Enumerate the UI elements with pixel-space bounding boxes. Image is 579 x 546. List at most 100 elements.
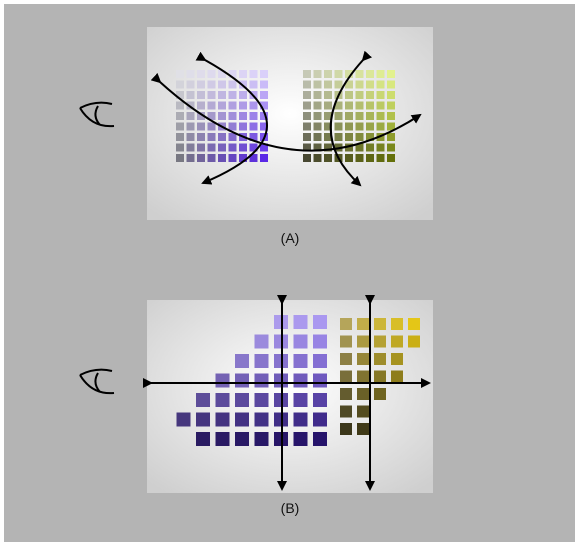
color-chip: [313, 354, 327, 368]
color-chip: [374, 353, 386, 365]
color-chip: [216, 374, 230, 388]
color-chip: [208, 102, 216, 110]
color-chip: [197, 102, 205, 110]
color-chip: [197, 81, 205, 89]
color-chip: [208, 123, 216, 131]
color-chip: [218, 112, 226, 120]
color-chip: [294, 413, 308, 427]
color-chip: [250, 102, 258, 110]
color-chip: [356, 102, 364, 110]
color-chip: [356, 133, 364, 141]
color-chip: [260, 91, 268, 99]
color-chip: [196, 393, 210, 407]
color-chip: [391, 353, 403, 365]
color-chip: [408, 336, 420, 348]
color-chip: [187, 123, 195, 131]
color-chip: [357, 336, 369, 348]
color-chip: [294, 335, 308, 349]
color-chip: [314, 81, 322, 89]
color-chip: [176, 70, 184, 78]
color-chip: [366, 81, 374, 89]
color-chip: [356, 81, 364, 89]
color-chip: [197, 154, 205, 162]
color-chip: [196, 413, 210, 427]
color-chip: [239, 144, 247, 152]
color-chip: [340, 371, 352, 383]
color-chip: [176, 154, 184, 162]
color-chip: [335, 123, 343, 131]
color-chip: [377, 154, 385, 162]
color-chip: [387, 112, 395, 120]
color-chip: [176, 133, 184, 141]
color-chip: [294, 354, 308, 368]
color-chip: [239, 112, 247, 120]
color-chip: [218, 154, 226, 162]
color-chip: [357, 423, 369, 435]
color-chip: [187, 154, 195, 162]
color-chip: [356, 123, 364, 131]
color-chip: [239, 102, 247, 110]
color-chip: [197, 91, 205, 99]
color-chip: [255, 335, 269, 349]
color-chip: [176, 102, 184, 110]
color-chip: [216, 413, 230, 427]
color-chip: [187, 112, 195, 120]
color-chip: [335, 81, 343, 89]
color-chip: [197, 123, 205, 131]
color-chip: [324, 91, 332, 99]
color-chip: [366, 102, 374, 110]
color-chip: [176, 81, 184, 89]
color-chip: [356, 70, 364, 78]
color-chip: [314, 133, 322, 141]
color-chip: [345, 133, 353, 141]
color-chip: [313, 432, 327, 446]
color-chip: [324, 70, 332, 78]
color-chip: [294, 393, 308, 407]
color-chip: [408, 318, 420, 330]
color-chip: [176, 144, 184, 152]
color-chip: [357, 371, 369, 383]
color-chip: [366, 70, 374, 78]
color-chip: [250, 112, 258, 120]
color-chip: [187, 70, 195, 78]
color-chip: [313, 413, 327, 427]
color-chip: [391, 318, 403, 330]
color-chip: [218, 81, 226, 89]
color-chip: [391, 336, 403, 348]
color-chip: [387, 91, 395, 99]
color-chip: [197, 70, 205, 78]
color-chip: [303, 81, 311, 89]
color-chip: [387, 102, 395, 110]
color-chip: [250, 70, 258, 78]
color-chip: [177, 413, 191, 427]
color-chip: [176, 112, 184, 120]
color-chip: [235, 393, 249, 407]
color-chip: [229, 81, 237, 89]
color-chip: [235, 413, 249, 427]
color-chip: [374, 336, 386, 348]
color-chip: [303, 112, 311, 120]
color-chip: [303, 154, 311, 162]
color-chip: [374, 371, 386, 383]
color-chip: [345, 123, 353, 131]
color-chip: [387, 70, 395, 78]
color-chip: [208, 70, 216, 78]
color-chip: [345, 91, 353, 99]
color-chip: [239, 123, 247, 131]
color-chip: [314, 102, 322, 110]
color-chip: [239, 91, 247, 99]
panel-b: [147, 300, 433, 493]
color-chip: [313, 374, 327, 388]
color-chip: [218, 144, 226, 152]
color-chip: [303, 70, 311, 78]
color-chip: [324, 102, 332, 110]
color-chip: [176, 123, 184, 131]
color-chip: [208, 81, 216, 89]
color-chip: [335, 133, 343, 141]
panel-label: (A): [281, 230, 300, 246]
color-chip: [377, 112, 385, 120]
color-chip: [340, 388, 352, 400]
color-chip: [377, 144, 385, 152]
color-chip: [340, 353, 352, 365]
color-chip: [229, 112, 237, 120]
